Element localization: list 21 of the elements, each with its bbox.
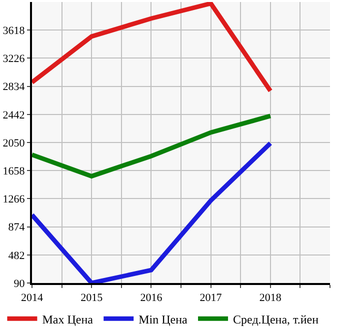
y-tick-label: 2442 [2,109,25,122]
y-tick-label: 90 [14,278,26,290]
x-tick-label: 2016 [140,292,163,304]
y-tick-label: 3226 [2,53,26,66]
y-tick-label: 874 [8,222,26,234]
legend-label: Сред.Цена, т.йен [233,312,320,326]
line-series [32,2,273,94]
line-series [32,140,273,283]
x-tick-label: 2015 [80,292,104,304]
legend-label: Min Цена [138,312,188,326]
y-tick-label: 3618 [2,24,26,37]
y-tick-label: 2834 [2,81,26,94]
x-tick-label: 2017 [200,292,222,304]
x-tick-label: 2018 [259,292,282,304]
y-tick-label: 1658 [2,165,26,178]
y-tick-label: 482 [8,250,25,262]
x-tick-label: 2014 [21,292,44,304]
line-series [32,114,273,178]
y-tick-label: 2050 [2,137,26,150]
legend-label: Max Цена [42,312,94,326]
y-tick-label: 1266 [2,194,26,206]
